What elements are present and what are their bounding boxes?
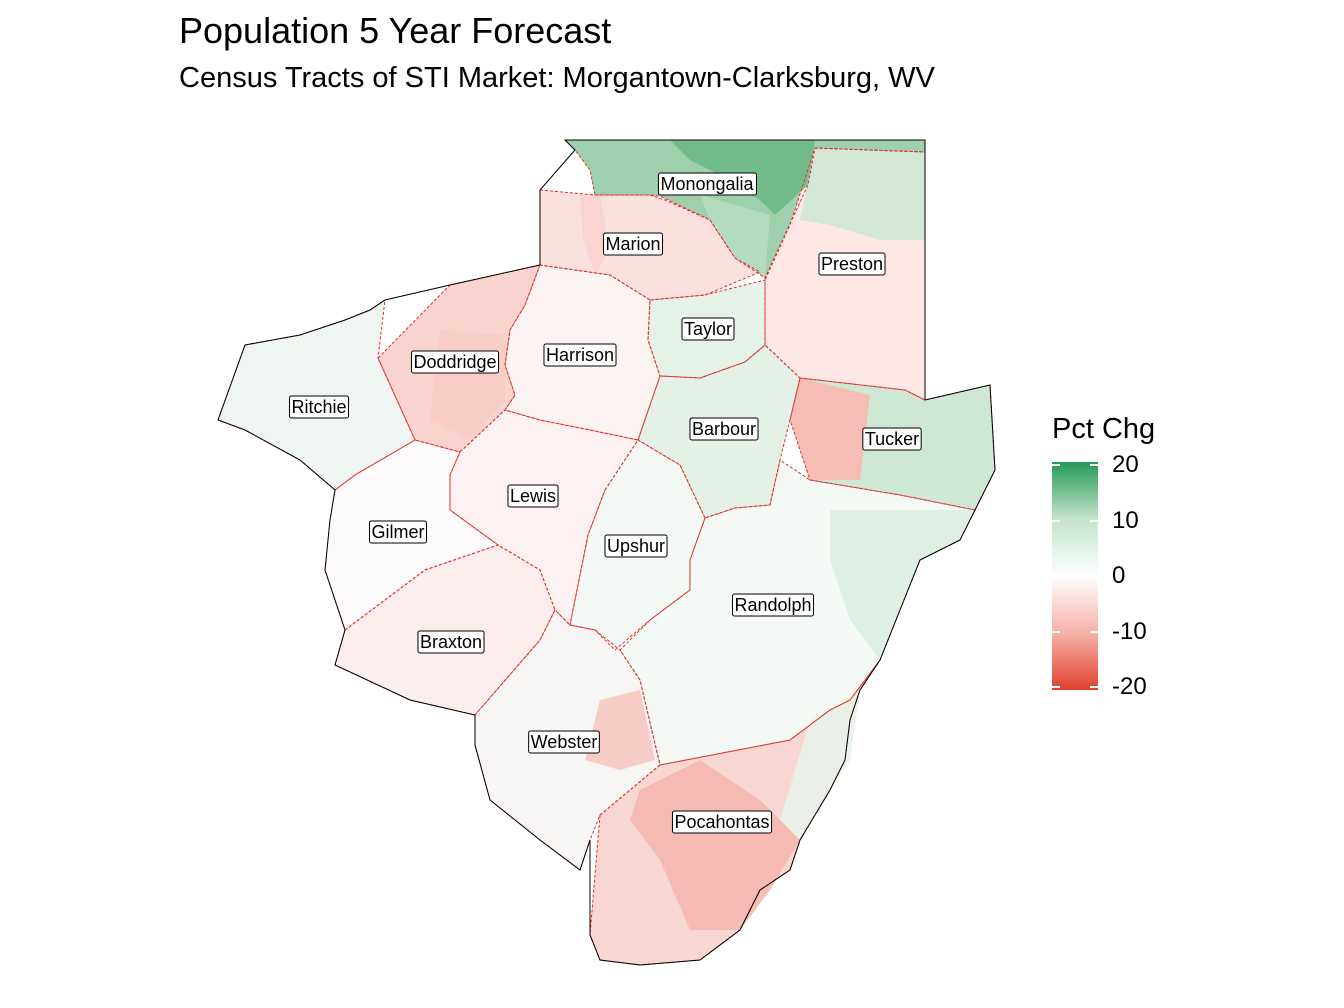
svg-text:Braxton: Braxton: [420, 632, 482, 652]
legend-tick-mark: [1052, 686, 1060, 688]
tract-preston-north: [800, 148, 925, 240]
label-upshur: Upshur: [604, 534, 668, 558]
svg-text:Upshur: Upshur: [607, 536, 665, 556]
svg-text:Randolph: Randolph: [734, 595, 811, 615]
svg-text:Tucker: Tucker: [865, 429, 919, 449]
svg-text:Taylor: Taylor: [684, 319, 732, 339]
svg-text:Monongalia: Monongalia: [660, 174, 754, 194]
tract-mon-central: [700, 195, 770, 278]
svg-text:Marion: Marion: [605, 234, 660, 254]
label-harrison: Harrison: [543, 343, 617, 367]
label-webster: Webster: [528, 730, 600, 754]
border-gilmer: [324, 439, 500, 631]
legend-tick-mark: [1090, 575, 1098, 577]
legend-tick-mark: [1052, 630, 1060, 633]
svg-text:Ritchie: Ritchie: [291, 397, 346, 417]
label-taylor: Taylor: [681, 317, 735, 341]
legend-tick-mark: [1052, 575, 1060, 577]
legend-tick-mark: [1090, 464, 1098, 466]
label-randolph: Randolph: [731, 593, 815, 617]
svg-text:Webster: Webster: [531, 732, 598, 752]
label-braxton: Braxton: [417, 630, 485, 654]
label-marion: Marion: [602, 232, 664, 256]
legend-tick-mark: [1052, 464, 1060, 466]
label-gilmer: Gilmer: [369, 520, 428, 544]
legend-tick-mark: [1052, 519, 1060, 522]
legend-tick-label: 10: [1112, 506, 1139, 534]
svg-text:Pocahontas: Pocahontas: [674, 812, 769, 832]
svg-text:Gilmer: Gilmer: [372, 522, 425, 542]
label-doddridge: Doddridge: [410, 350, 500, 374]
legend-tick-label: -10: [1112, 617, 1147, 645]
tract-shading: [430, 140, 975, 930]
market-outline: [217, 139, 996, 966]
tract-randolph-east: [830, 510, 975, 660]
label-lewis: Lewis: [507, 484, 559, 508]
legend-tick-label: 20: [1112, 451, 1139, 478]
legend-tick-mark: [1090, 686, 1098, 688]
label-pocahontas: Pocahontas: [671, 810, 773, 834]
label-tucker: Tucker: [862, 427, 922, 451]
label-ritchie: Ritchie: [288, 395, 350, 419]
chart-title: Population 5 Year Forecast: [179, 10, 612, 51]
tract-tucker-west: [790, 378, 870, 480]
tract-pocahontas-central: [630, 760, 800, 930]
label-preston: Preston: [818, 252, 886, 276]
svg-text:Lewis: Lewis: [510, 486, 556, 506]
legend-tick-mark: [1090, 630, 1098, 633]
county-labels: Monongalia Marion Preston Taylor Doddridge Ha…: [288, 172, 922, 834]
legend-tick-label: -20: [1112, 673, 1147, 700]
svg-text:Barbour: Barbour: [692, 419, 756, 439]
tract-pocahontas-east: [780, 690, 860, 840]
legend-title: Pct Chg: [1052, 413, 1156, 445]
border-doddridge: [377, 264, 541, 453]
legend-tick-label: 0: [1112, 562, 1126, 589]
legend-tick-mark: [1090, 519, 1098, 522]
border-upshur: [569, 439, 706, 651]
svg-text:Harrison: Harrison: [546, 345, 614, 365]
svg-text:Preston: Preston: [821, 254, 883, 274]
svg-text:Doddridge: Doddridge: [413, 352, 496, 372]
county-borders: [217, 139, 996, 966]
tract-marion-west: [580, 195, 610, 275]
chart-subtitle: Census Tracts of STI Market: Morgantown-…: [179, 62, 935, 94]
label-monongalia: Monongalia: [657, 172, 758, 196]
tract-webster-east: [585, 690, 655, 770]
label-barbour: Barbour: [689, 417, 759, 441]
